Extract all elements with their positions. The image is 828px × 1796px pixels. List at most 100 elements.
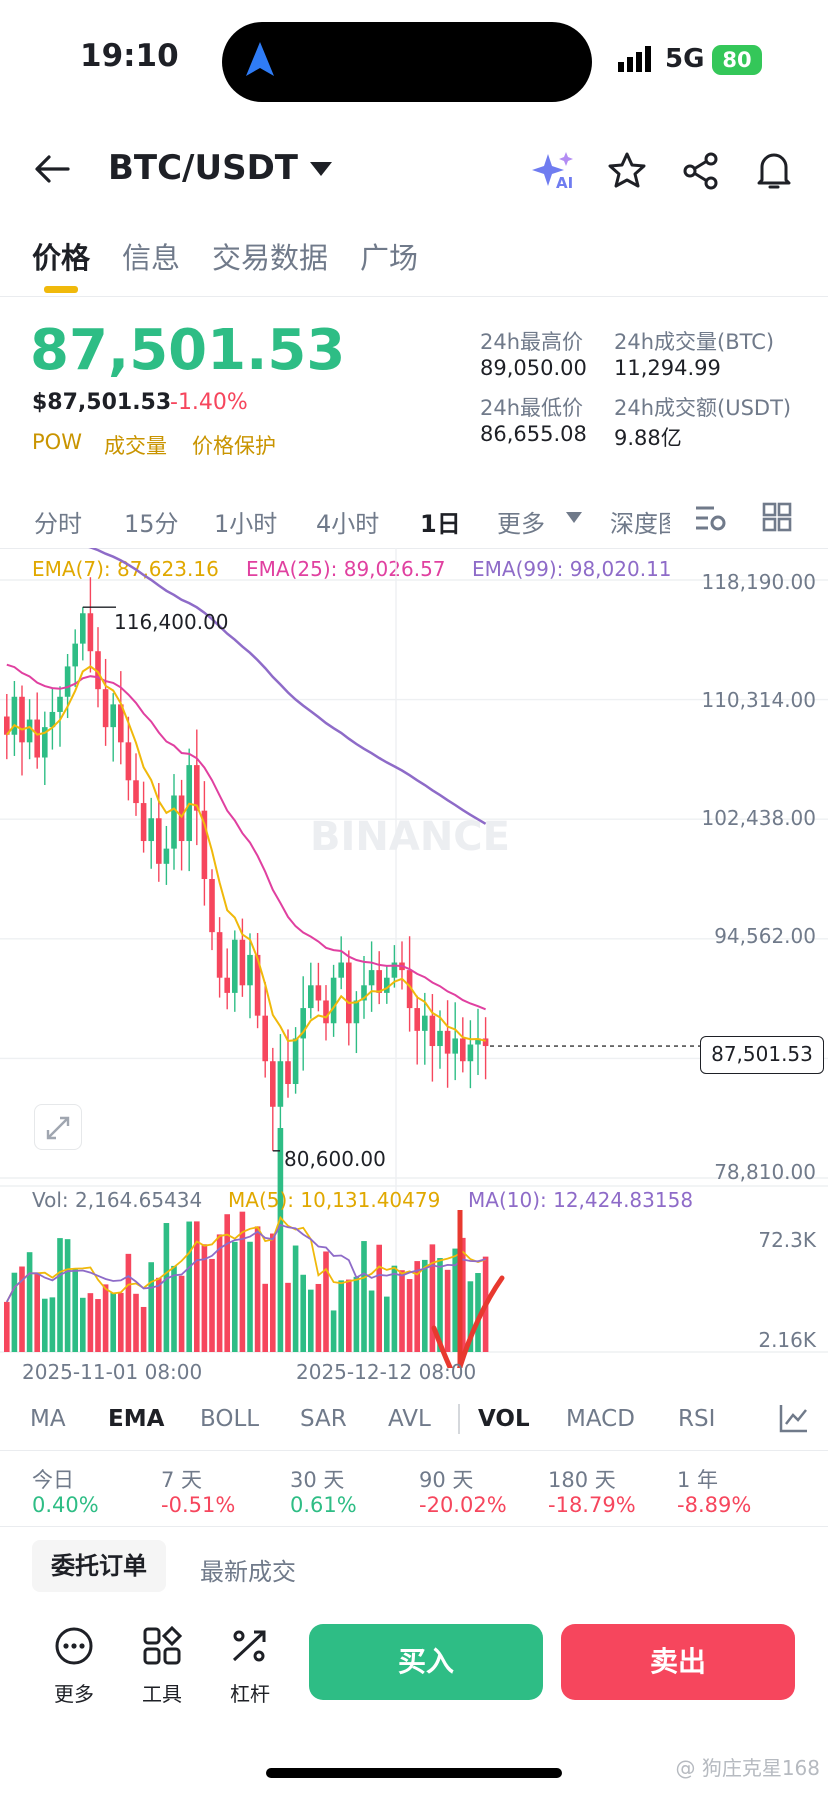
interval-15m[interactable]: 15分: [124, 510, 179, 538]
tab-latest-trades[interactable]: 最新成交: [200, 1558, 296, 1586]
perf-value: -18.79%: [548, 1493, 636, 1517]
divider: [0, 296, 828, 297]
volume-bar: [216, 1234, 223, 1352]
axis-label: 94,562.00: [714, 924, 816, 948]
tab-open-orders[interactable]: 委托订单: [32, 1540, 166, 1592]
expand-chart-button[interactable]: [34, 1104, 82, 1150]
interval-4h[interactable]: 4小时: [316, 510, 380, 538]
volume-bar: [368, 1290, 375, 1352]
candle-body: [224, 977, 230, 993]
candle-body: [437, 1030, 443, 1047]
ema99-label: EMA(99): 98,020.11: [472, 557, 672, 581]
candle-body: [452, 1038, 458, 1054]
indicator-ma[interactable]: MA: [30, 1406, 66, 1432]
more-chevron-icon[interactable]: [566, 512, 582, 523]
candlestick-chart[interactable]: BINANCE: [0, 548, 828, 1368]
candle-body: [482, 1038, 489, 1047]
volume-bar: [87, 1293, 94, 1352]
tag-volume[interactable]: 成交量: [104, 434, 167, 458]
volume-bar: [323, 1251, 329, 1352]
indicator-avl[interactable]: AVL: [388, 1406, 431, 1432]
tab-price[interactable]: 价格: [32, 241, 91, 275]
home-indicator[interactable]: [266, 1768, 562, 1778]
interval-1h[interactable]: 1小时: [214, 510, 278, 538]
sell-button[interactable]: 卖出: [561, 1624, 795, 1700]
more-icon[interactable]: [54, 1626, 94, 1666]
grid-layout-icon[interactable]: [762, 502, 792, 532]
buy-button[interactable]: 买入: [309, 1624, 543, 1700]
star-icon[interactable]: [608, 152, 646, 188]
interval-time[interactable]: 分时: [34, 510, 82, 538]
volume-bar: [209, 1258, 215, 1352]
perf-period: 30 天: [290, 1468, 345, 1492]
chevron-down-icon[interactable]: [310, 162, 332, 176]
axis-label: 118,190.00: [701, 570, 816, 594]
navigation-arrow-icon: [246, 42, 274, 76]
indicator-vol[interactable]: VOL: [478, 1406, 530, 1432]
volume-bar: [49, 1297, 56, 1352]
interval-1d[interactable]: 1日: [420, 510, 461, 538]
vol-label: Vol: 2,164.65434: [32, 1188, 203, 1212]
volume-bar: [467, 1281, 474, 1352]
axis-label: 78,810.00: [714, 1160, 816, 1184]
watermark-text: BINANCE: [310, 814, 510, 860]
volume-bar: [163, 1223, 170, 1352]
ema99-line: [88, 548, 487, 825]
tab-square[interactable]: 广场: [360, 241, 419, 275]
volume-bar: [292, 1245, 299, 1352]
indicator-macd[interactable]: MACD: [566, 1406, 635, 1432]
candles: [4, 577, 489, 1151]
tag-pow[interactable]: POW: [32, 430, 82, 454]
share-icon[interactable]: [682, 152, 720, 190]
tools-label[interactable]: 工具: [142, 1682, 182, 1706]
bell-icon[interactable]: [756, 150, 792, 190]
perf-period: 180 天: [548, 1468, 616, 1492]
high-value: 89,050.00: [480, 356, 587, 380]
volume-bar: [361, 1241, 367, 1352]
more-label[interactable]: 更多: [54, 1682, 94, 1706]
tools-icon[interactable]: [142, 1626, 182, 1666]
ai-sparkle-icon[interactable]: AI: [532, 150, 576, 192]
dynamic-island: [222, 22, 592, 102]
indicator-boll[interactable]: BOLL: [200, 1406, 260, 1432]
chart-settings-icon[interactable]: [694, 502, 728, 534]
candle-body: [346, 962, 352, 1024]
perf-value: 0.40%: [32, 1493, 99, 1517]
volume-bar: [285, 1282, 291, 1352]
indicator-sar[interactable]: SAR: [300, 1406, 347, 1432]
candle-body: [140, 803, 147, 842]
volume-bar: [353, 1276, 360, 1352]
tab-trading-data[interactable]: 交易数据: [212, 241, 329, 275]
volume-bar: [239, 1211, 246, 1352]
leverage-icon[interactable]: [230, 1626, 270, 1666]
chart-grid: [0, 548, 828, 1353]
indicator-ema[interactable]: EMA: [108, 1406, 165, 1432]
candle-body: [102, 689, 109, 728]
volume-bar: [414, 1261, 420, 1352]
ema7-label: EMA(7): 87,623.16: [32, 557, 219, 581]
candle-body: [384, 977, 390, 993]
ema25-label: EMA(25): 89,026.57: [246, 557, 446, 581]
candle-body: [353, 1000, 360, 1024]
candle-body: [201, 810, 208, 879]
pair-title[interactable]: BTC/USDT: [108, 148, 298, 188]
candle-body: [171, 795, 177, 849]
indicator-rsi[interactable]: RSI: [678, 1406, 716, 1432]
back-arrow-icon[interactable]: [34, 154, 70, 184]
indicator-chart-icon[interactable]: [778, 1402, 810, 1434]
vol-ma5-line: [6, 1215, 486, 1303]
volume-bar: [19, 1266, 25, 1352]
interval-more[interactable]: 更多: [497, 510, 545, 538]
volume-bar: [277, 1128, 284, 1352]
volume-bar: [422, 1259, 428, 1352]
current-price-tag: 87,501.53: [700, 1036, 824, 1074]
candle-body: [247, 954, 253, 986]
leverage-label[interactable]: 杠杆: [230, 1682, 270, 1706]
volume-bar: [34, 1273, 40, 1352]
vol-axis-bottom: 2.16K: [758, 1328, 816, 1352]
candle-body: [315, 985, 322, 1001]
tag-price-protection[interactable]: 价格保护: [192, 434, 276, 458]
candle-body: [216, 932, 223, 978]
interval-depth[interactable]: 深度图: [610, 510, 670, 538]
tab-info[interactable]: 信息: [122, 241, 181, 275]
